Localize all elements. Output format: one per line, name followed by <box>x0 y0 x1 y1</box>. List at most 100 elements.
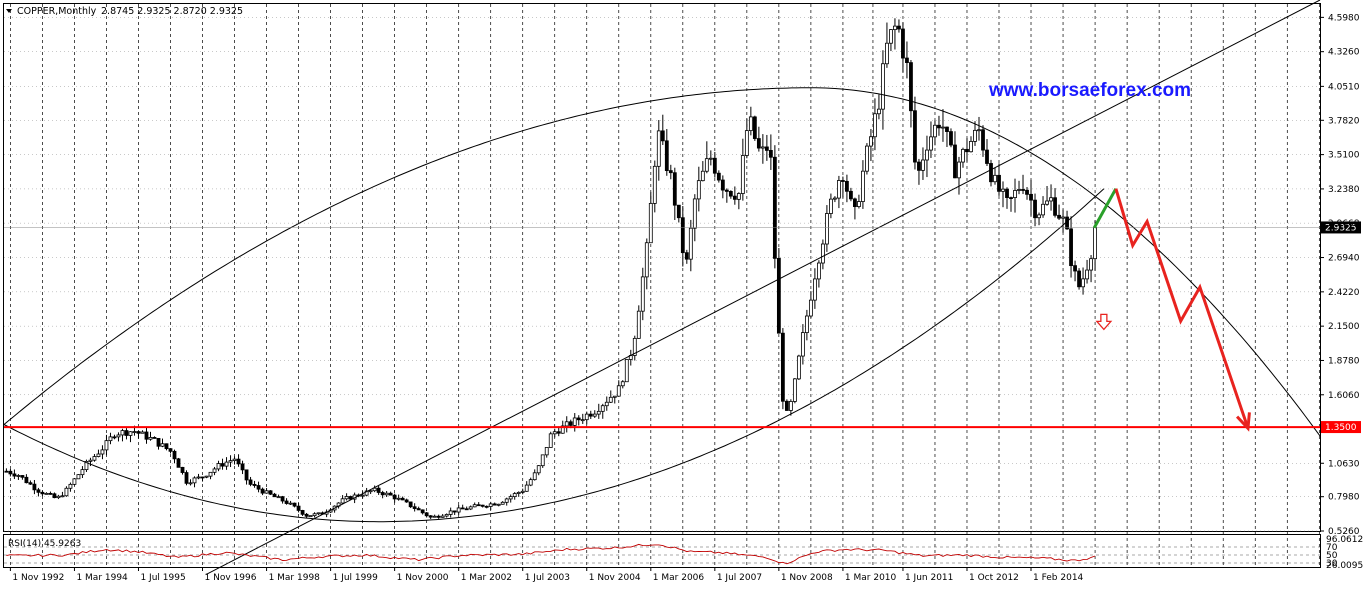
candle-body <box>164 443 169 450</box>
candle-body <box>1085 269 1089 280</box>
candle-body <box>400 497 405 501</box>
drawing-objects: 1.3500 2.9325 <box>3 0 1361 576</box>
candle-body <box>364 490 369 496</box>
candle-body <box>792 378 797 402</box>
x-tick-label: 1 Mar 2002 <box>461 573 512 583</box>
candle-body <box>84 460 89 471</box>
candle-body <box>829 198 833 214</box>
candle-body <box>236 458 241 465</box>
candle-body <box>24 476 29 484</box>
candle-body <box>392 494 397 500</box>
candle-body <box>1077 270 1081 288</box>
candle-body <box>993 174 997 183</box>
candle-body <box>196 476 201 479</box>
candle-body <box>720 179 725 191</box>
candle-body <box>841 180 845 182</box>
candle-body <box>556 431 561 434</box>
candle-body <box>949 131 953 146</box>
candle-body <box>308 515 313 518</box>
candle-body <box>973 129 977 142</box>
candle-body <box>448 510 453 515</box>
candle-body <box>877 108 881 115</box>
y-tick-label: 2.1500 <box>1328 322 1360 332</box>
candle-body <box>496 503 501 506</box>
candle-body <box>128 431 133 436</box>
candle-body <box>612 395 617 398</box>
rsi-level-label: 70 <box>1326 543 1338 553</box>
candle-body <box>516 491 521 494</box>
candle-body <box>548 433 553 448</box>
candle-body <box>116 434 121 438</box>
candle-body <box>428 515 433 518</box>
candle-body <box>460 507 465 510</box>
candle-body <box>869 136 873 147</box>
candle-body <box>384 492 389 496</box>
candle-body <box>740 155 745 194</box>
candle-body <box>1081 278 1085 288</box>
rsi-level-label: 50 <box>1326 551 1338 561</box>
y-tick-label: 3.7820 <box>1328 116 1360 126</box>
candle-body <box>724 189 729 192</box>
candle-body <box>188 482 193 485</box>
candle-body <box>476 504 481 507</box>
down-arrow-icon <box>1095 313 1113 331</box>
candle-body <box>204 475 209 478</box>
candle-body <box>676 204 681 219</box>
candle-body <box>1053 197 1057 216</box>
candle-body <box>865 145 869 172</box>
candle-body <box>552 431 557 435</box>
x-tick-label: 1 Oct 2012 <box>969 573 1019 583</box>
candle-body <box>760 146 765 149</box>
y-tick-label: 1.0630 <box>1328 459 1360 469</box>
x-tick-label: 1 Nov 1992 <box>12 573 64 583</box>
x-tick-label: 1 Mar 2006 <box>653 573 705 583</box>
candle-body <box>528 479 533 486</box>
candle-body <box>316 512 321 515</box>
candle-body <box>280 496 285 502</box>
candle-body <box>604 401 609 407</box>
candle-body <box>772 156 777 259</box>
candle-body <box>696 180 701 200</box>
candle-body <box>937 124 941 129</box>
candle-body <box>1029 193 1033 201</box>
candle-body <box>989 163 993 183</box>
horizontal-grid <box>4 17 1320 532</box>
projection-up-leg <box>1092 187 1118 229</box>
trend-line <box>205 0 1321 576</box>
candle-body <box>664 140 669 172</box>
candle-body <box>360 494 365 497</box>
candle-body <box>596 410 601 415</box>
candle-body <box>488 503 493 507</box>
candle-body <box>776 257 781 334</box>
candle-body <box>748 116 753 132</box>
candle-body <box>228 460 233 463</box>
candle-body <box>1089 258 1093 271</box>
candle-body <box>636 310 641 339</box>
candle-body <box>1001 188 1005 192</box>
candle-body <box>104 440 109 451</box>
candle-body <box>408 501 413 508</box>
candle-body <box>648 203 653 244</box>
candle-body <box>977 129 981 132</box>
candle-body <box>12 473 17 477</box>
candle-body <box>1061 216 1065 219</box>
candle-body <box>508 496 513 500</box>
candle-body <box>941 126 945 129</box>
x-tick-label: 1 Mar 1994 <box>76 573 128 583</box>
y-tick-label: 0.7980 <box>1328 493 1360 503</box>
candle-body <box>100 449 105 455</box>
x-tick-label: 1 Nov 2004 <box>589 573 641 583</box>
y-tick-label: 3.2380 <box>1328 185 1360 195</box>
candle-body <box>560 425 565 434</box>
watermark-url: www.borsaeforex.com <box>988 80 1191 101</box>
candle-body <box>88 459 93 462</box>
candle-body <box>272 493 277 498</box>
candle-body <box>420 509 425 514</box>
rsi-label: RSI(14) 45.9263 <box>8 539 81 549</box>
candle-body <box>909 62 913 112</box>
top-arc-curve <box>3 87 1321 437</box>
y-tick-label: 0.5260 <box>1328 527 1360 537</box>
candle-body <box>889 29 893 44</box>
candle-body <box>444 514 449 517</box>
candle-body <box>672 172 677 206</box>
